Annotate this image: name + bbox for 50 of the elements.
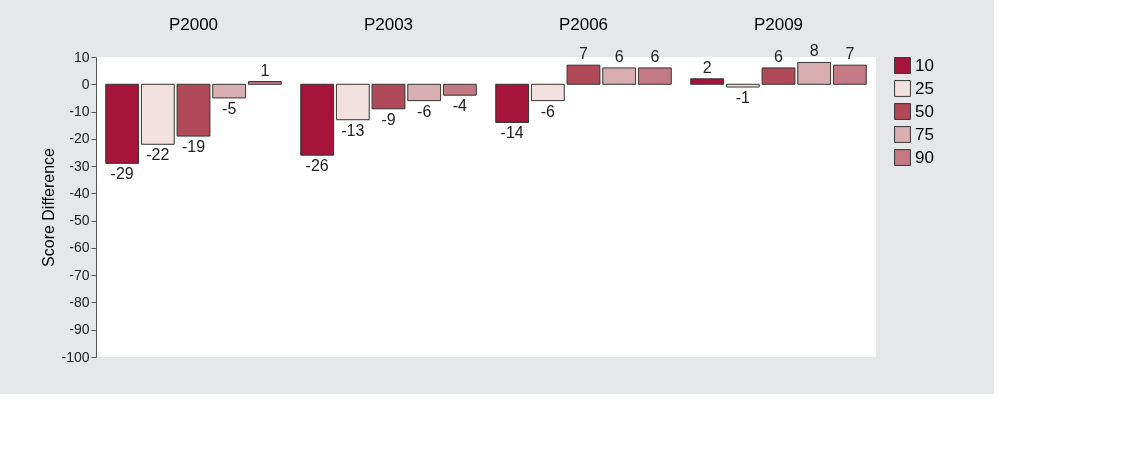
data-label: -26 xyxy=(305,157,329,175)
data-label: -1 xyxy=(735,89,751,106)
y-tick-label: -100 xyxy=(61,348,90,365)
data-label: 8 xyxy=(809,42,819,60)
y-axis-title: Score Difference xyxy=(40,147,58,267)
y-tick-label: 0 xyxy=(81,75,90,92)
bar xyxy=(832,64,867,85)
data-label: -19 xyxy=(181,138,206,156)
data-label: 6 xyxy=(650,47,660,65)
bar xyxy=(637,67,672,85)
data-label: -22 xyxy=(146,146,170,164)
y-tick-label: -30 xyxy=(69,157,90,174)
y-tick-label: -70 xyxy=(69,266,90,283)
data-label: 2 xyxy=(702,58,712,76)
legend-label: 50 xyxy=(915,101,934,121)
legend-label: 75 xyxy=(915,124,934,144)
data-label: 7 xyxy=(845,45,855,63)
bar xyxy=(690,78,725,85)
data-label: -14 xyxy=(500,124,524,142)
y-tick-label: -20 xyxy=(69,130,90,147)
legend-label: 25 xyxy=(915,78,934,98)
bar xyxy=(105,83,140,164)
y-tick-label: -60 xyxy=(69,239,90,256)
bar xyxy=(442,83,477,96)
y-tick-label: -40 xyxy=(69,184,90,201)
x-tick-label: P2000 xyxy=(168,14,219,34)
bar xyxy=(247,81,282,85)
y-tick-label: -90 xyxy=(69,321,90,338)
data-label: -13 xyxy=(341,121,365,139)
x-tick-label: P2009 xyxy=(753,14,804,34)
y-tick-label: 10 xyxy=(73,48,90,65)
legend-label: 10 xyxy=(915,55,934,75)
data-label: -6 xyxy=(417,102,432,120)
bar xyxy=(495,83,530,123)
y-tick-label: -10 xyxy=(69,103,90,120)
data-label: -29 xyxy=(110,165,134,183)
data-label: 7 xyxy=(579,45,589,63)
data-label: 6 xyxy=(774,47,784,65)
legend-label: 90 xyxy=(915,147,934,167)
data-label: 1 xyxy=(260,61,270,79)
data-label: 6 xyxy=(614,47,624,65)
data-label: -6 xyxy=(540,102,556,120)
data-label: -5 xyxy=(222,99,237,117)
data-label: -4 xyxy=(452,97,468,115)
data-label: -9 xyxy=(381,110,396,128)
bar xyxy=(300,83,335,156)
x-tick-label: P2006 xyxy=(558,14,609,34)
y-tick-label: -80 xyxy=(69,293,90,310)
y-tick-label: -50 xyxy=(69,212,90,229)
x-tick-label: P2003 xyxy=(363,14,414,34)
